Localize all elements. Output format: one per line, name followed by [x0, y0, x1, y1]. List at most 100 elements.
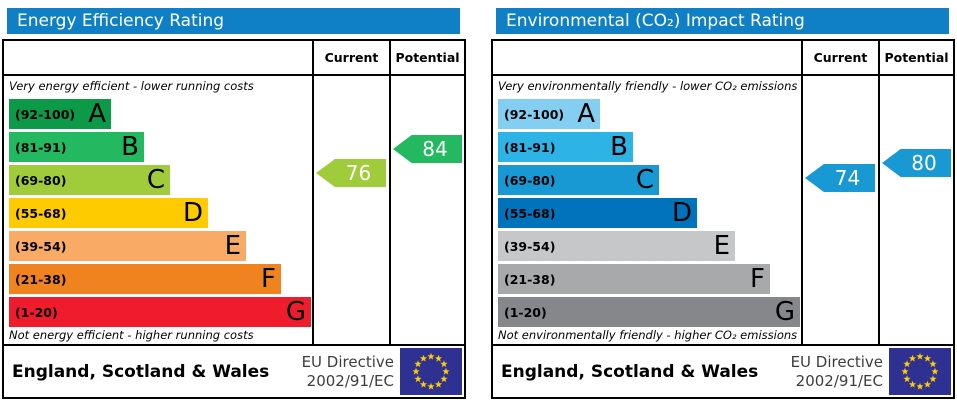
band-range-label: (55-68) [504, 205, 556, 221]
band-range-label: (55-68) [15, 205, 67, 221]
panel-title: Environmental (CO₂) Impact Rating [496, 8, 949, 34]
band-letter: F [750, 264, 765, 294]
top-caption: Very energy efficient - lower running co… [9, 79, 254, 93]
eu-directive-line2: 2002/91/EC [795, 371, 883, 390]
footer-region-label: England, Scotland & Wales [12, 361, 270, 382]
band-letter: C [146, 165, 165, 195]
band-row-g: (1-20) G [9, 297, 311, 327]
band-letter: F [261, 264, 276, 294]
eu-directive-label: EU Directive 2002/91/EC [302, 353, 400, 391]
band-row-c: (69-80) C [9, 165, 170, 195]
band-letter: B [121, 132, 139, 162]
eu-star [442, 367, 450, 375]
band-letter: A [577, 99, 595, 129]
band-row-e: (39-54) E [498, 231, 735, 261]
column-divider [801, 41, 803, 344]
current-rating-arrow: 74 [805, 164, 875, 192]
current-rating-value: 74 [834, 166, 861, 190]
column-divider [878, 41, 880, 344]
co2-impact-panel: Environmental (CO₂) Impact Rating Curren… [491, 8, 955, 399]
eu-star [908, 380, 917, 388]
band-list: (92-100) A (81-91) B (69-80) C (55-68) D (39-54)… [9, 99, 311, 330]
band-range-label: (69-80) [15, 172, 67, 188]
eu-star [427, 382, 435, 390]
band-row-f: (21-38) F [498, 264, 770, 294]
eu-star [916, 352, 924, 360]
eu-star [916, 382, 924, 390]
band-range-label: (69-80) [504, 172, 556, 188]
current-rating-value: 76 [345, 161, 372, 185]
band-row-b: (81-91) B [9, 132, 144, 162]
rating-table: Current Potential Very energy efficient … [2, 39, 466, 399]
band-list: (92-100) A (81-91) B (69-80) C (55-68) D (39-54)… [498, 99, 800, 330]
band-letter: B [610, 132, 628, 162]
eu-star [419, 380, 428, 388]
band-row-a: (92-100) A [498, 99, 600, 129]
band-letter: G [774, 297, 795, 327]
current-column-header: Current [324, 50, 379, 65]
band-range-label: (92-100) [504, 106, 565, 122]
band-letter: D [182, 198, 203, 228]
band-range-label: (81-91) [504, 139, 556, 155]
band-row-f: (21-38) F [9, 264, 281, 294]
band-row-b: (81-91) B [498, 132, 633, 162]
eu-star [908, 354, 917, 362]
chart-body: Very energy efficient - lower running co… [4, 76, 464, 344]
panel-title: Energy Efficiency Rating [7, 8, 460, 34]
eu-flag-icon [889, 348, 951, 395]
band-letter: A [88, 99, 106, 129]
potential-rating-value: 84 [422, 137, 448, 161]
rating-table: Current Potential Very environmentally f… [491, 39, 955, 399]
band-range-label: (1-20) [504, 304, 547, 320]
band-letter: C [635, 165, 654, 195]
eu-directive-line2: 2002/91/EC [306, 371, 394, 390]
current-column-header: Current [813, 50, 868, 65]
band-letter: G [285, 297, 306, 327]
table-header-row: Current Potential [493, 41, 953, 76]
band-row-c: (69-80) C [498, 165, 659, 195]
eu-flag-icon [400, 348, 462, 395]
bottom-caption: Not energy efficient - higher running co… [9, 328, 254, 342]
band-row-e: (39-54) E [9, 231, 246, 261]
eu-directive-line1: EU Directive [790, 352, 883, 371]
column-divider [389, 41, 391, 344]
eu-star [903, 375, 911, 383]
energy-efficiency-panel: Energy Efficiency Rating Current Potenti… [2, 8, 466, 399]
band-range-label: (39-54) [15, 238, 67, 254]
eu-star [412, 367, 420, 375]
band-range-label: (21-38) [504, 271, 556, 287]
eu-star [440, 375, 448, 383]
footer-region-label: England, Scotland & Wales [501, 361, 759, 382]
eu-star [419, 354, 428, 362]
eu-star [901, 367, 909, 375]
eu-star [923, 380, 932, 388]
band-range-label: (39-54) [504, 238, 556, 254]
eu-star [440, 360, 448, 368]
eu-star [903, 360, 911, 368]
band-range-label: (21-38) [15, 271, 67, 287]
band-letter: E [224, 231, 241, 261]
potential-rating-value: 80 [911, 151, 937, 175]
potential-rating-arrow: 80 [882, 149, 951, 177]
potential-column-header: Potential [395, 50, 460, 65]
eu-star [434, 380, 443, 388]
eu-star [931, 367, 939, 375]
band-range-label: (92-100) [15, 106, 76, 122]
potential-column-header: Potential [884, 50, 949, 65]
eu-star [434, 354, 443, 362]
band-row-d: (55-68) D [498, 198, 697, 228]
band-row-a: (92-100) A [9, 99, 111, 129]
chart-body: Very environmentally friendly - lower CO… [493, 76, 953, 344]
band-range-label: (81-91) [15, 139, 67, 155]
table-header-row: Current Potential [4, 41, 464, 76]
bottom-caption: Not environmentally friendly - higher CO… [498, 328, 798, 342]
column-divider [312, 41, 314, 344]
band-range-label: (1-20) [15, 304, 58, 320]
footer-row: England, Scotland & Wales EU Directive 2… [4, 344, 464, 397]
band-row-d: (55-68) D [9, 198, 208, 228]
eu-star [929, 375, 937, 383]
eu-star [929, 360, 937, 368]
band-letter: E [713, 231, 730, 261]
eu-star [923, 354, 932, 362]
